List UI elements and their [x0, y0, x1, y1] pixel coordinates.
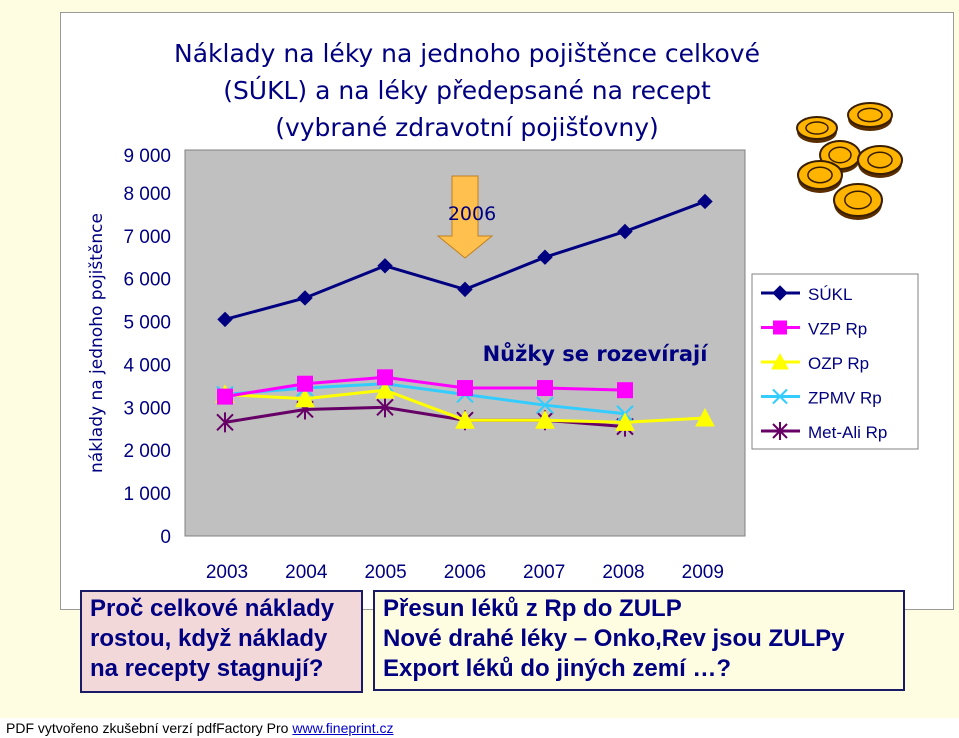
annotation-text: Nůžky se rozevírají	[483, 342, 710, 366]
series-group	[215, 193, 715, 437]
data-point	[537, 380, 553, 397]
y-axis-label: náklady na jednoho pojištěnce	[87, 213, 107, 473]
y-tick-label: 3 000	[123, 398, 171, 419]
data-point	[375, 380, 395, 399]
question-box: Proč celkové náklady rostou, když náklad…	[80, 590, 363, 693]
footer-link[interactable]: www.fineprint.cz	[292, 720, 394, 736]
x-axis: 2003 2004 2005 2006 2007 2008 2009	[206, 562, 724, 583]
slide-background: Náklady na léky na jednoho pojištěnce ce…	[0, 0, 959, 718]
y-axis: 0 1 000 2 000 3 000 4 000 5 000 6 000 7 000 8 00…	[123, 146, 171, 548]
data-point	[377, 258, 393, 274]
series-line	[224, 382, 626, 416]
data-point	[377, 369, 393, 386]
question-line: na recepty stagnují?	[90, 655, 324, 682]
x-tick-label: 2006	[444, 562, 486, 583]
y-tick-label: 0	[160, 527, 171, 548]
legend-item: ZPMV Rp	[761, 389, 882, 408]
data-point	[376, 397, 394, 418]
data-point	[772, 388, 788, 405]
reason-line: Nové drahé léky – Onko,Rev jsou ZULPy	[383, 625, 845, 652]
data-point	[217, 311, 233, 328]
coin	[797, 160, 843, 190]
data-point	[697, 193, 713, 210]
coin	[847, 102, 893, 128]
annotations: 2006 Nůžky se rozevírají	[436, 175, 710, 366]
legend-label: VZP Rp	[808, 320, 867, 339]
data-point	[216, 412, 234, 433]
legend-label: OZP Rp	[808, 354, 869, 373]
coin-mark	[857, 107, 883, 123]
legend-item: VZP Rp	[761, 320, 867, 339]
coin	[796, 116, 838, 140]
x-tick-label: 2004	[285, 562, 328, 583]
coin-mark	[828, 146, 852, 164]
coin	[833, 183, 883, 217]
y-tick-label: 2 000	[123, 441, 171, 462]
reasons-box: Přesun léků z Rp do ZULP Nové drahé léky…	[373, 590, 905, 691]
y-tick-label: 1 000	[123, 484, 171, 505]
question-line: Proč celkové náklady	[90, 595, 335, 622]
title-line: (SÚKL) a na léky předepsané na recept	[223, 75, 711, 105]
data-point	[535, 410, 555, 429]
data-point	[455, 410, 475, 429]
question-line: rostou, když náklady	[90, 625, 328, 652]
data-point	[772, 285, 788, 301]
y-tick-label: 6 000	[123, 270, 171, 291]
coin-mark	[807, 166, 833, 184]
data-point	[771, 352, 789, 370]
chart: Náklady na léky na jednoho pojištěnce ce…	[87, 39, 919, 583]
legend-item: SÚKL	[761, 285, 852, 304]
coin-mark	[867, 151, 893, 169]
reason-line: Přesun léků z Rp do ZULP	[383, 595, 682, 622]
data-point	[617, 382, 633, 399]
legend-item: Met-Ali Rp	[761, 422, 887, 442]
x-tick-label: 2007	[523, 562, 565, 583]
legend-label: ZPMV Rp	[808, 389, 882, 408]
series-line	[224, 375, 626, 399]
footer-text: PDF vytvořeno zkušební verzí pdfFactory …	[6, 720, 293, 736]
chart-title: Náklady na léky na jednoho pojištěnce ce…	[174, 39, 760, 142]
data-point	[695, 407, 715, 427]
x-tick-label: 2005	[364, 562, 406, 583]
data-point	[217, 388, 233, 405]
title-line: (vybrané zdravotní pojišťovny)	[275, 113, 659, 142]
data-point	[537, 249, 553, 265]
data-point	[773, 320, 787, 335]
reason-line: Export léků do jiných zemí …?	[383, 655, 732, 682]
legend-item: OZP Rp	[761, 352, 869, 373]
coin-mark	[805, 121, 829, 135]
legend: SÚKL VZP Rp OZP Rp ZPMV Rp Met-Ali Rp	[751, 273, 919, 450]
x-tick-label: 2009	[682, 562, 724, 583]
arrow-annotation	[436, 175, 494, 259]
y-tick-label: 5 000	[123, 313, 171, 334]
y-tick-label: 7 000	[123, 227, 171, 248]
data-point	[536, 396, 554, 414]
legend-label: Met-Ali Rp	[808, 423, 887, 442]
x-tick-label: 2003	[206, 562, 248, 583]
data-point	[615, 412, 635, 431]
y-tick-label: 9 000	[123, 146, 171, 167]
data-point	[457, 380, 473, 397]
data-point	[617, 223, 633, 240]
data-point	[295, 388, 315, 408]
series-ozp-rp	[215, 380, 715, 431]
y-tick-label: 4 000	[123, 355, 171, 376]
footer: PDF vytvořeno zkušební verzí pdfFactory …	[6, 720, 394, 736]
title-line: Náklady na léky na jednoho pojištěnce ce…	[174, 39, 760, 68]
legend-label: SÚKL	[808, 285, 852, 304]
annotation-year: 2006	[448, 203, 496, 225]
series-vzp-rp	[217, 369, 633, 405]
coins-icon	[796, 102, 903, 220]
series-s-kl	[217, 193, 713, 328]
x-tick-label: 2008	[602, 562, 644, 583]
data-point	[297, 375, 313, 392]
y-tick-label: 8 000	[123, 184, 171, 205]
data-point	[772, 422, 788, 440]
data-point	[457, 281, 473, 298]
data-point	[297, 290, 313, 306]
coin-mark	[844, 190, 872, 210]
coin	[857, 145, 903, 175]
